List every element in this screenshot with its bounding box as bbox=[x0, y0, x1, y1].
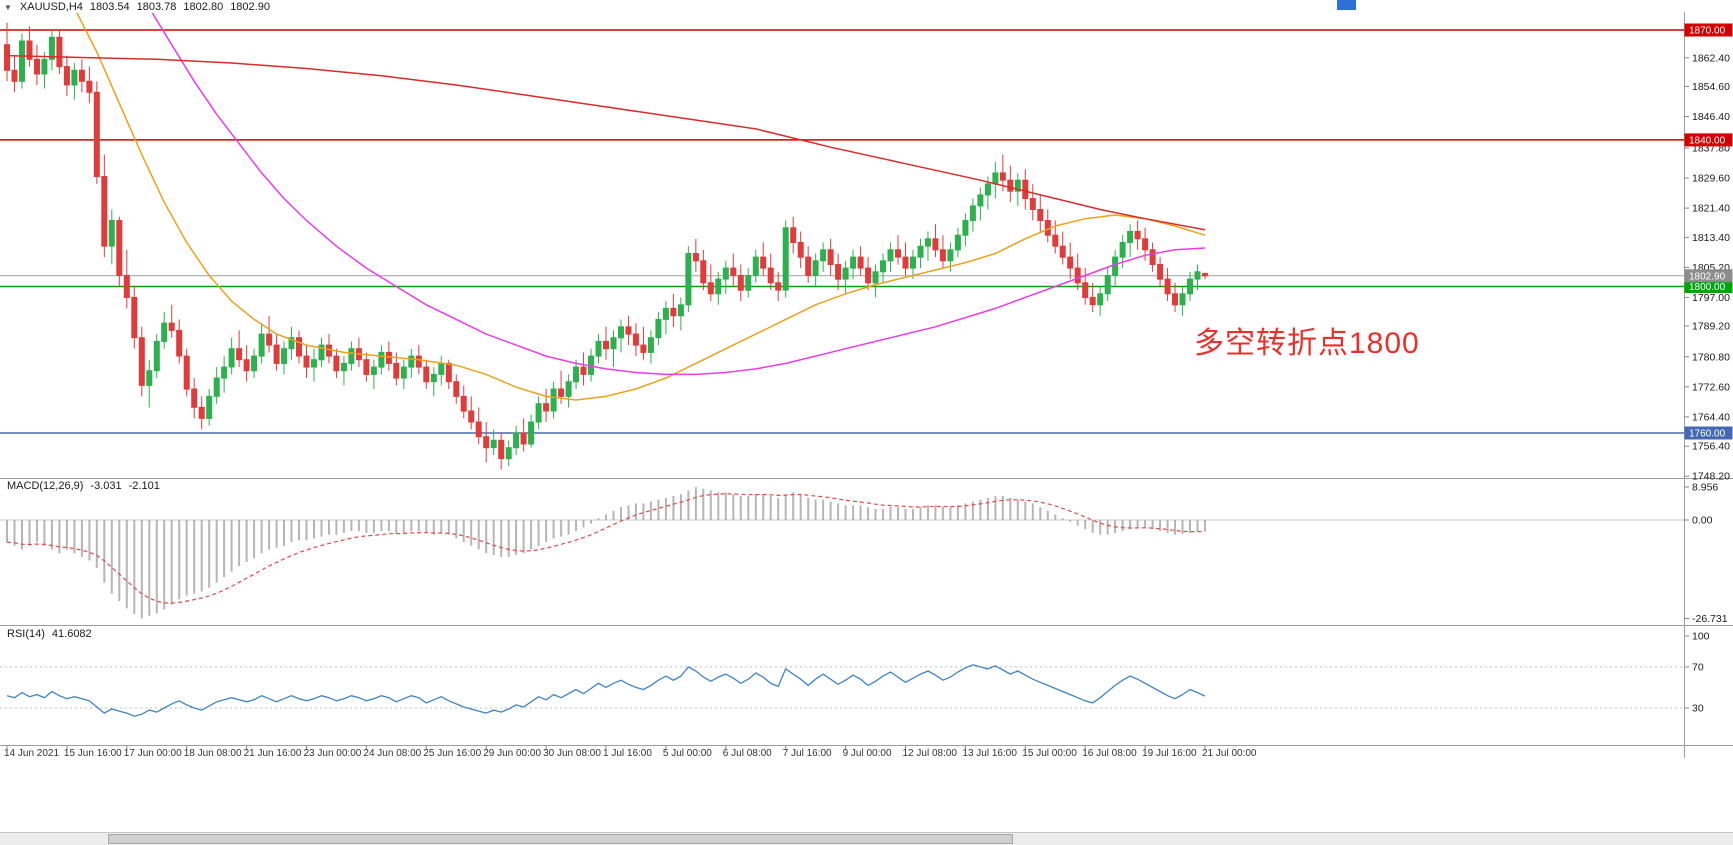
svg-text:30 Jun 08:00: 30 Jun 08:00 bbox=[543, 748, 601, 759]
svg-text:1764.40: 1764.40 bbox=[1692, 411, 1730, 423]
svg-text:8.956: 8.956 bbox=[1692, 482, 1718, 494]
svg-text:1813.40: 1813.40 bbox=[1692, 232, 1730, 244]
svg-text:21 Jul 00:00: 21 Jul 00:00 bbox=[1202, 748, 1257, 759]
svg-text:1870.00: 1870.00 bbox=[1689, 26, 1726, 37]
svg-text:29 Jun 00:00: 29 Jun 00:00 bbox=[483, 748, 541, 759]
svg-text:13 Jul 16:00: 13 Jul 16:00 bbox=[962, 748, 1017, 759]
svg-text:1748.20: 1748.20 bbox=[1692, 471, 1730, 483]
svg-text:9 Jul 00:00: 9 Jul 00:00 bbox=[843, 748, 892, 759]
svg-text:25 Jun 16:00: 25 Jun 16:00 bbox=[423, 748, 481, 759]
ohlc-open-value: 1803.54 bbox=[89, 1, 130, 13]
svg-text:1802.90: 1802.90 bbox=[1689, 271, 1726, 282]
svg-text:1862.40: 1862.40 bbox=[1692, 52, 1730, 64]
svg-text:12 Jul 08:00: 12 Jul 08:00 bbox=[903, 748, 958, 759]
ohlc-close-value: 1802.90 bbox=[230, 1, 270, 13]
svg-text:1756.40: 1756.40 bbox=[1692, 441, 1730, 453]
svg-text:1772.60: 1772.60 bbox=[1692, 381, 1730, 393]
svg-text:6 Jul 08:00: 6 Jul 08:00 bbox=[723, 748, 772, 759]
rsi-indicator-label: RSI(14) 41.6082 bbox=[7, 628, 92, 640]
horizontal-price-lines bbox=[0, 29, 1684, 434]
ohlc-low-value: 1802.80 bbox=[183, 1, 224, 13]
price-axis: 1862.401854.601846.401837.801829.601821.… bbox=[1684, 23, 1733, 483]
macd-signal-line bbox=[6, 493, 1206, 604]
macd-signal-value: -2.101 bbox=[128, 480, 160, 492]
svg-text:1800.00: 1800.00 bbox=[1689, 282, 1726, 293]
svg-text:21 Jun 16:00: 21 Jun 16:00 bbox=[244, 748, 302, 759]
macd-axis: 8.956 0.00 -26.731 bbox=[1684, 482, 1728, 625]
ma-slow-line bbox=[6, 54, 1206, 231]
time-axis: 14 Jun 2021 15 Jun 16:00 17 Jun 00:00 18 Ju… bbox=[4, 745, 1257, 759]
svg-text:15 Jun 16:00: 15 Jun 16:00 bbox=[64, 748, 122, 759]
svg-text:1789.20: 1789.20 bbox=[1692, 321, 1730, 333]
macd-indicator-label: MACD(12,26,9) -3.031 -2.101 bbox=[7, 480, 160, 492]
svg-text:1840.00: 1840.00 bbox=[1689, 135, 1726, 146]
svg-text:1846.40: 1846.40 bbox=[1692, 111, 1730, 123]
svg-text:18 Jun 08:00: 18 Jun 08:00 bbox=[184, 748, 242, 759]
svg-text:24 Jun 08:00: 24 Jun 08:00 bbox=[363, 748, 421, 759]
rsi-value: 41.6082 bbox=[51, 628, 92, 640]
svg-text:14 Jun 2021: 14 Jun 2021 bbox=[4, 748, 59, 759]
chart-shift-marker[interactable] bbox=[1337, 0, 1356, 10]
svg-text:0.00: 0.00 bbox=[1692, 515, 1713, 527]
rsi-line bbox=[6, 664, 1206, 717]
svg-text:1821.40: 1821.40 bbox=[1692, 203, 1730, 215]
macd-histogram bbox=[0, 487, 1684, 619]
macd-main-value: -3.031 bbox=[90, 480, 122, 492]
horizontal-scrollbar[interactable] bbox=[0, 832, 1733, 845]
svg-text:1854.60: 1854.60 bbox=[1692, 81, 1730, 93]
svg-text:15 Jul 00:00: 15 Jul 00:00 bbox=[1022, 748, 1077, 759]
chart-header: ▼ XAUUSD,H4 1803.54 1803.78 1802.80 1802… bbox=[4, 1, 270, 13]
collapse-triangle-icon[interactable]: ▼ bbox=[4, 2, 12, 12]
svg-text:100: 100 bbox=[1692, 631, 1710, 643]
ohlc-high-value: 1803.78 bbox=[136, 1, 177, 13]
svg-text:7 Jul 16:00: 7 Jul 16:00 bbox=[783, 748, 832, 759]
svg-text:70: 70 bbox=[1692, 661, 1704, 673]
svg-text:5 Jul 00:00: 5 Jul 00:00 bbox=[663, 748, 712, 759]
svg-text:1797.00: 1797.00 bbox=[1692, 292, 1730, 304]
ma-mid-line bbox=[151, 13, 1206, 376]
svg-text:-26.731: -26.731 bbox=[1692, 613, 1728, 625]
svg-text:19 Jul 16:00: 19 Jul 16:00 bbox=[1142, 748, 1197, 759]
ma-fast-line bbox=[76, 13, 1206, 401]
svg-text:1 Jul 16:00: 1 Jul 16:00 bbox=[603, 748, 652, 759]
svg-text:1760.00: 1760.00 bbox=[1689, 429, 1726, 440]
svg-text:16 Jul 08:00: 16 Jul 08:00 bbox=[1082, 748, 1137, 759]
candles-layer bbox=[4, 22, 1208, 470]
price-annotation-text: 多空转折点1800 bbox=[1194, 327, 1420, 360]
svg-text:23 Jun 00:00: 23 Jun 00:00 bbox=[304, 748, 362, 759]
panel-separators[interactable] bbox=[0, 12, 1733, 758]
symbol-period-label: XAUUSD,H4 bbox=[19, 1, 83, 13]
svg-text:1780.80: 1780.80 bbox=[1692, 351, 1730, 363]
svg-text:1829.60: 1829.60 bbox=[1692, 173, 1730, 185]
svg-text:17 Jun 00:00: 17 Jun 00:00 bbox=[124, 748, 182, 759]
scrollbar-handle[interactable] bbox=[108, 834, 1013, 844]
rsi-panel bbox=[0, 664, 1684, 717]
svg-text:30: 30 bbox=[1692, 703, 1704, 715]
rsi-axis: 100 70 30 bbox=[1684, 631, 1710, 715]
rsi-name: RSI(14) bbox=[7, 628, 45, 640]
macd-name: MACD(12,26,9) bbox=[7, 480, 84, 492]
